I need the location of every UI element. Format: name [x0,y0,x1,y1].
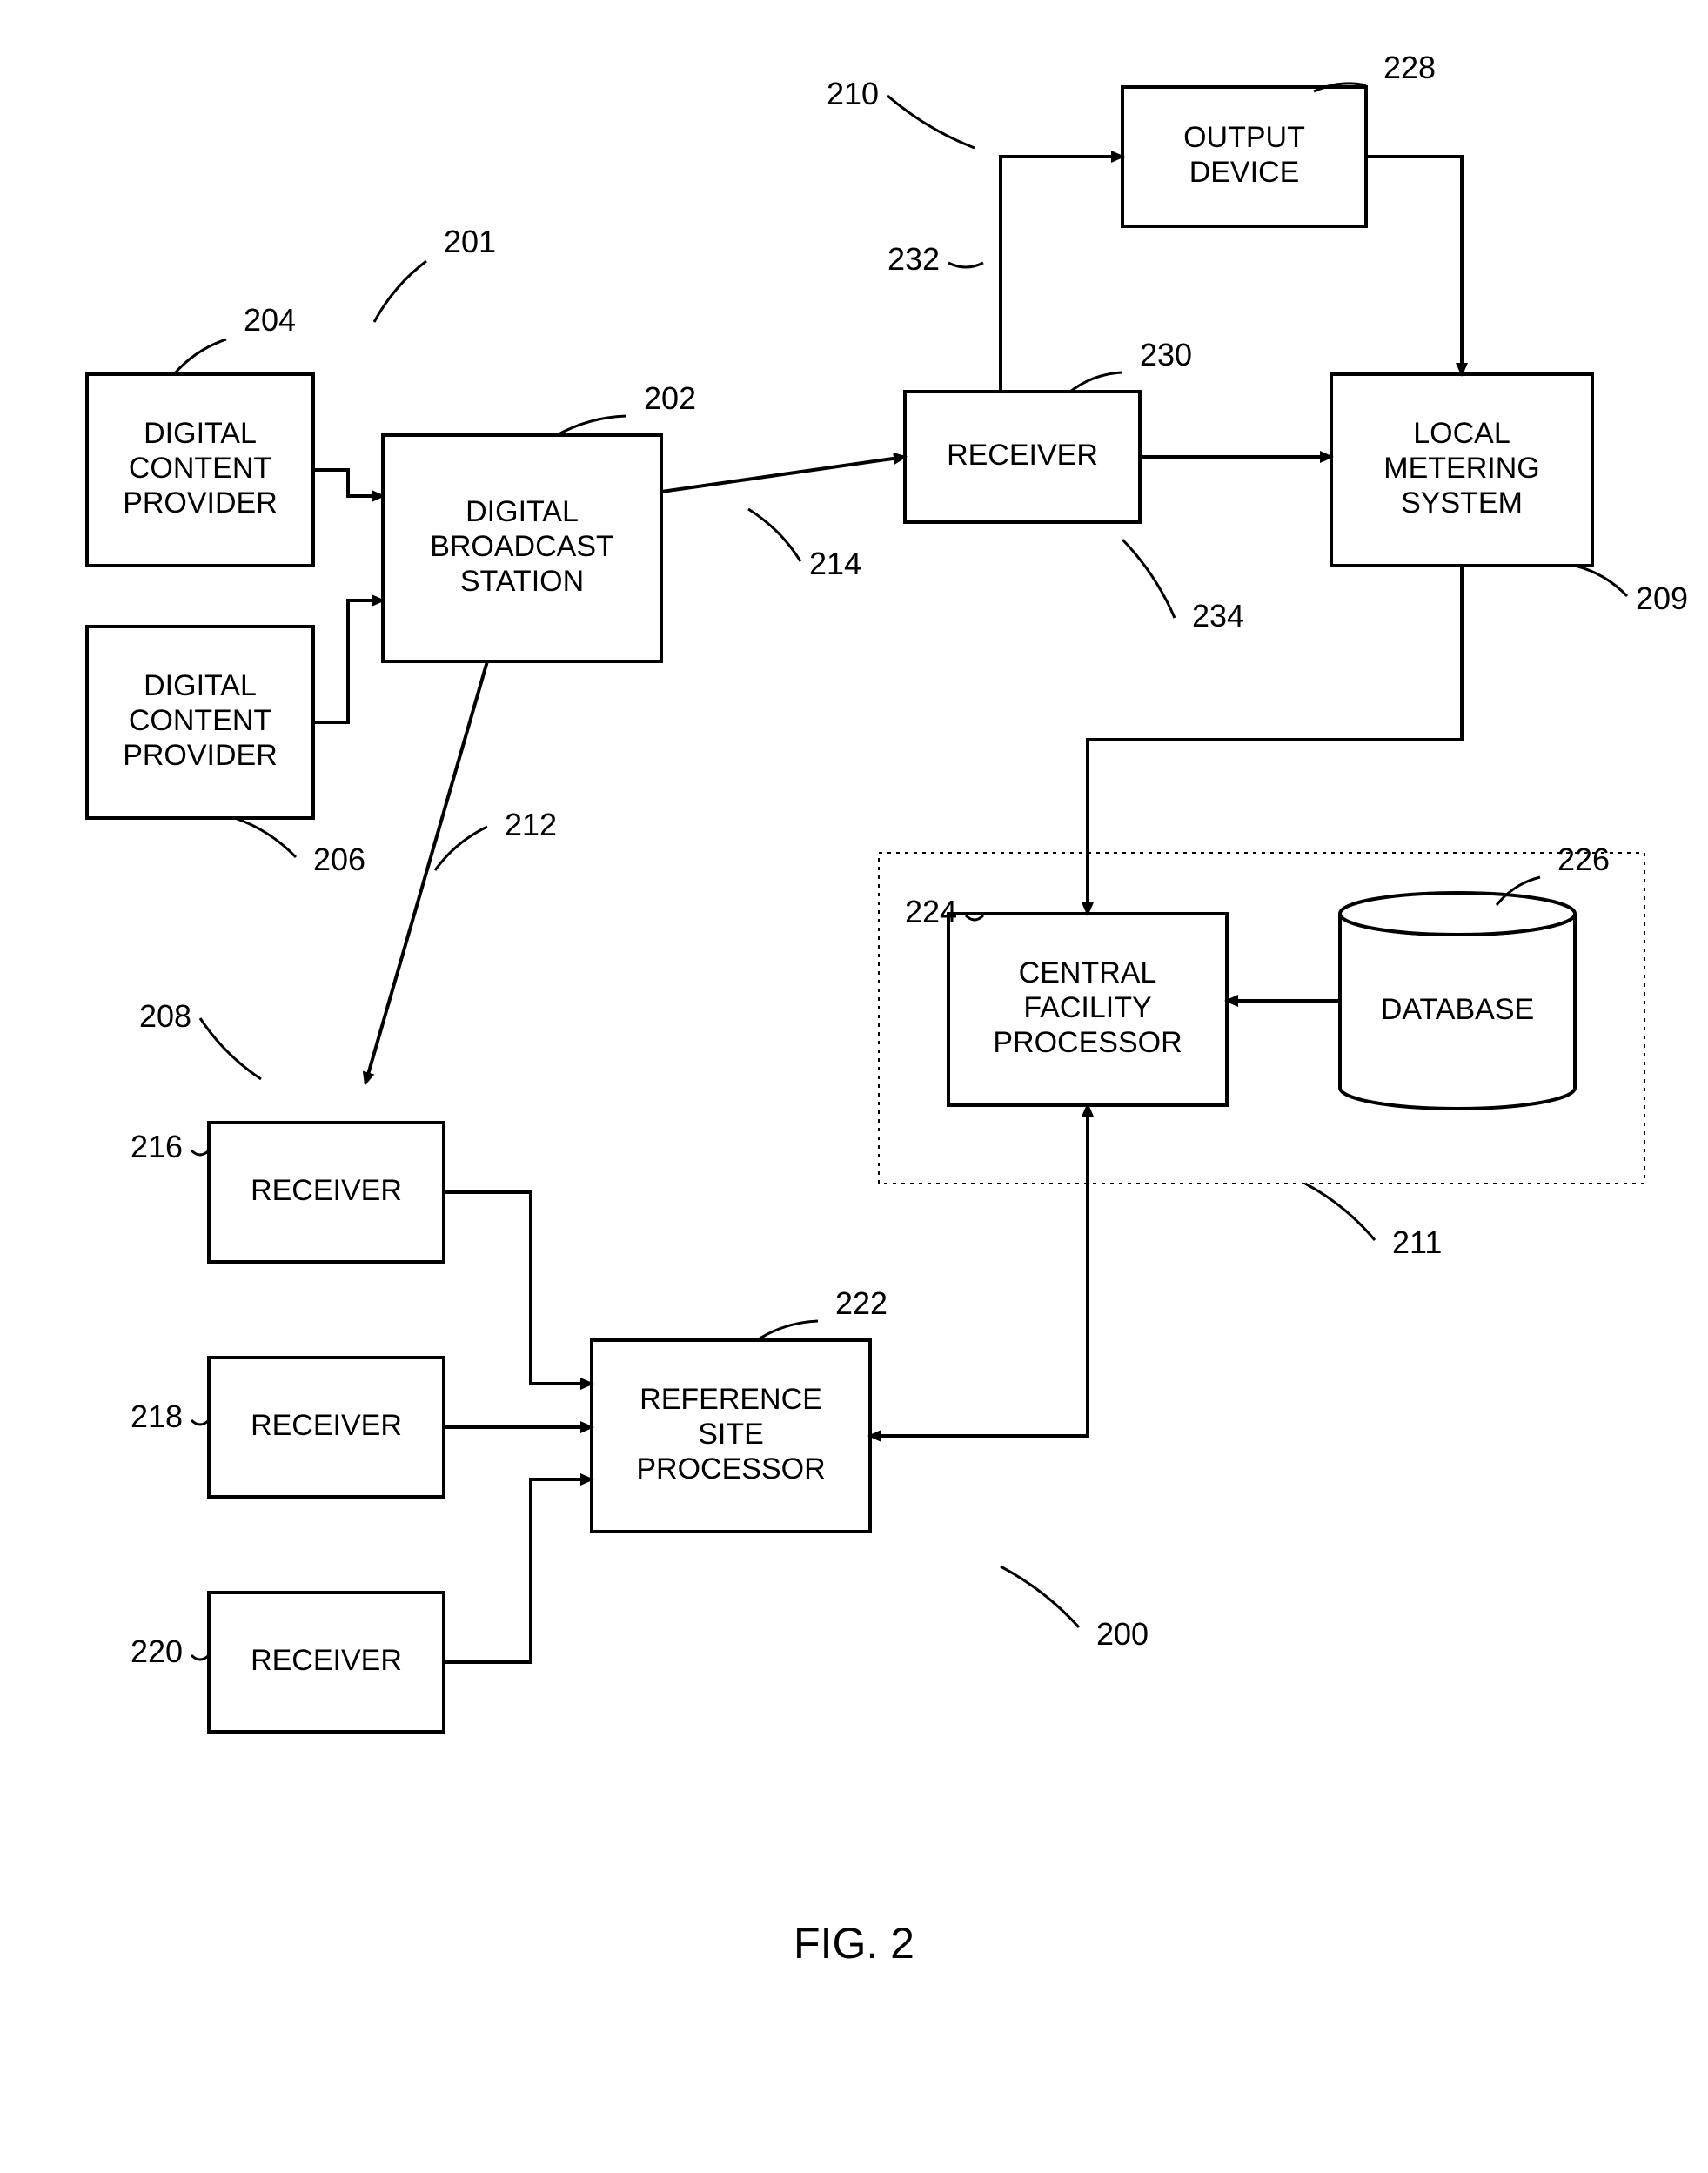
leader-230 [1070,372,1122,392]
dcp1-label: DIGITAL [144,417,257,450]
dcp1-box: DIGITALCONTENTPROVIDER [87,374,313,566]
leader-202 [557,416,626,435]
rx220-box: RECEIVER [209,1593,444,1732]
dcp2-label: DIGITAL [144,669,257,702]
refnum-218: 218 [131,1398,183,1434]
rx216-label: RECEIVER [251,1174,402,1207]
rx218-label: RECEIVER [251,1409,402,1442]
dbs-box: DIGITALBROADCASTSTATION [383,435,661,661]
cfp-box: CENTRALFACILITYPROCESSOR [948,914,1227,1105]
lms-box: LOCALMETERINGSYSTEM [1331,374,1592,566]
refnum-214: 214 [809,546,861,581]
rx220-label: RECEIVER [251,1644,402,1677]
refnum-210: 210 [827,76,879,111]
refnum-208: 208 [139,998,191,1034]
lms-label: METERING [1383,452,1539,485]
leader-216 [191,1150,209,1155]
refnum-230: 230 [1140,337,1192,372]
lms-label: LOCAL [1413,417,1510,450]
refnum-222: 222 [835,1285,887,1321]
connector-7 [1088,566,1462,914]
rsp-label: REFERENCE [640,1383,822,1416]
refnum-211: 211 [1392,1224,1442,1260]
leader-212 [435,827,487,870]
leader-204 [174,339,226,374]
leader-209 [1575,566,1627,596]
connector-1 [313,600,383,722]
refnum-201: 201 [444,224,496,259]
rsp-label: PROCESSOR [636,1452,825,1486]
connector-5 [1366,157,1462,374]
leader-201 [374,261,426,322]
db-box: DATABASE [1340,893,1575,1109]
refnum-232: 232 [887,241,940,277]
refnum-204: 204 [244,302,296,338]
connector-3 [365,661,487,1083]
out-box: OUTPUTDEVICE [1122,87,1366,226]
refnum-234: 234 [1192,598,1244,634]
refnum-220: 220 [131,1633,183,1669]
leader-220 [191,1655,209,1660]
leader-232 [948,263,983,267]
leader-200 [1001,1566,1079,1627]
out-label: OUTPUT [1183,121,1305,154]
refnum-206: 206 [313,842,365,877]
dcp1-label: CONTENT [129,452,271,485]
out-label: DEVICE [1189,156,1300,189]
rx-label: RECEIVER [947,439,1098,472]
rx-box: RECEIVER [905,392,1140,522]
refnum-209: 209 [1636,580,1688,616]
db-label: DATABASE [1381,993,1534,1026]
leader-218 [191,1420,209,1425]
connector-12 [444,1479,592,1662]
refnum-216: 216 [131,1129,183,1164]
rsp-label: SITE [698,1418,764,1451]
rx218-box: RECEIVER [209,1358,444,1497]
leader-208 [200,1018,261,1079]
lms-label: SYSTEM [1401,486,1523,520]
dcp2-label: PROVIDER [123,739,278,772]
refnum-228: 228 [1383,50,1436,85]
connector-4 [1001,157,1122,392]
refnum-212: 212 [505,807,557,842]
refnum-226: 226 [1557,842,1610,877]
cfp-label: PROCESSOR [993,1026,1182,1059]
dcp2-box: DIGITALCONTENTPROVIDER [87,627,313,818]
connector-10 [444,1192,592,1384]
cfp-label: CENTRAL [1019,956,1157,989]
dbs-label: BROADCAST [430,530,614,563]
connector-2 [661,457,905,492]
connector-9 [870,1105,1088,1436]
leader-210 [887,96,975,148]
leader-214 [748,509,800,561]
dbs-label: STATION [460,565,584,598]
dcp2-label: CONTENT [129,704,271,737]
dcp1-label: PROVIDER [123,486,278,520]
refnum-224: 224 [905,894,957,929]
leader-211 [1305,1184,1375,1240]
figure-label: FIG. 2 [794,1919,914,1968]
rx216-box: RECEIVER [209,1123,444,1262]
cfp-label: FACILITY [1023,991,1151,1024]
refnum-202: 202 [644,380,696,416]
refnum-200: 200 [1096,1616,1149,1652]
diagram-canvas: DIGITALCONTENTPROVIDERDIGITALCONTENTPROV… [0,0,1708,2173]
leader-222 [757,1321,818,1340]
leader-206 [235,818,296,857]
leader-234 [1122,540,1175,618]
connector-0 [313,470,383,496]
dbs-label: DIGITAL [466,495,579,528]
rsp-box: REFERENCESITEPROCESSOR [592,1340,870,1532]
